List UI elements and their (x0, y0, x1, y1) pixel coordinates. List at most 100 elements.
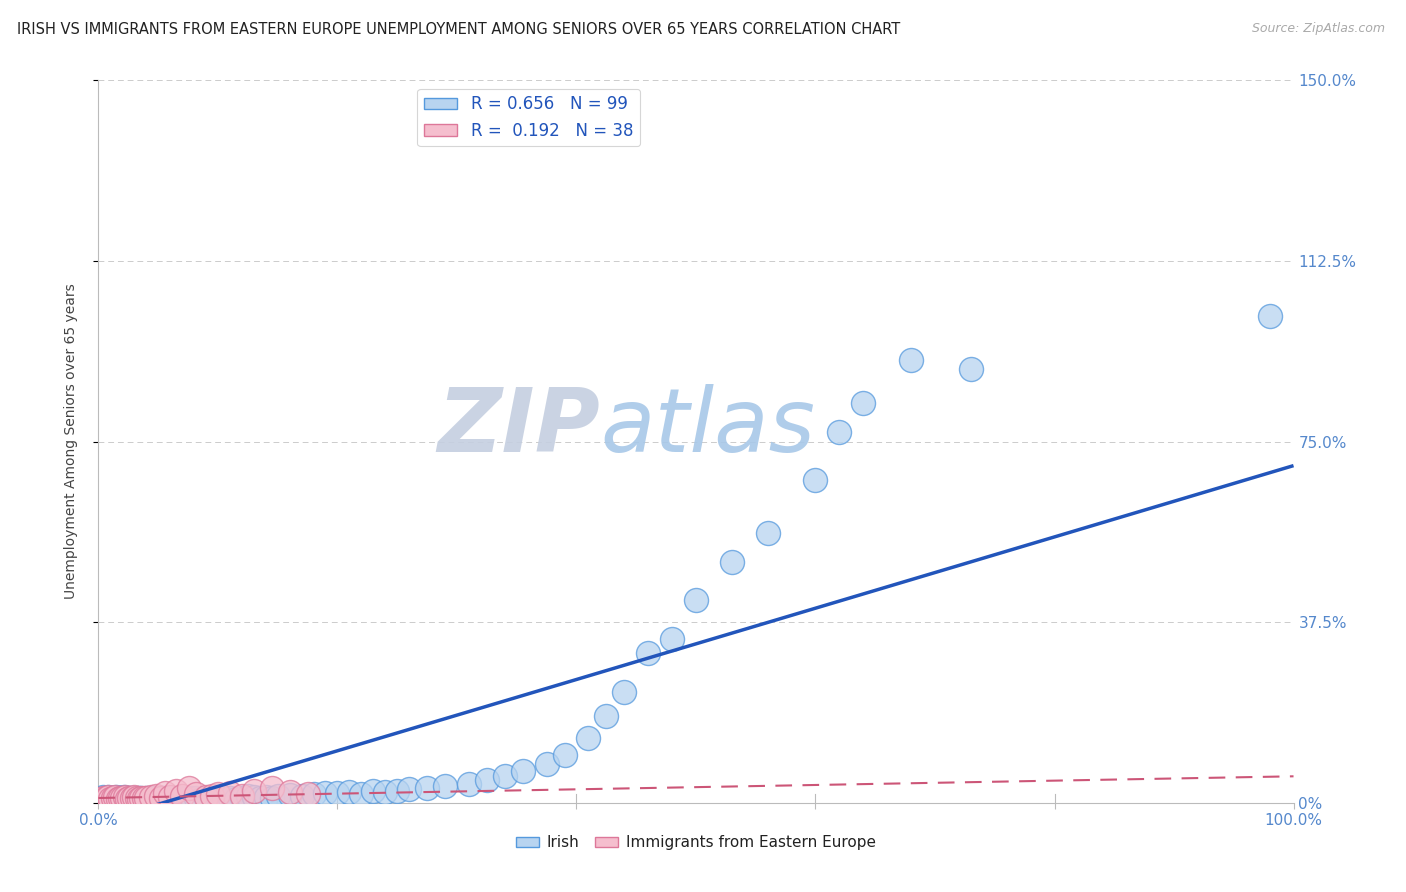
Point (142, 791, 165, 805)
Point (685, 593, 707, 607)
Point (254, 790, 277, 805)
Point (219, 791, 242, 805)
Point (176, 791, 198, 805)
Point (97, 790, 120, 805)
Point (135, 791, 157, 805)
Point (231, 791, 253, 805)
Point (326, 786, 349, 800)
Point (195, 790, 218, 805)
Point (149, 792, 172, 806)
Point (103, 792, 125, 806)
Point (162, 791, 184, 805)
Point (458, 776, 481, 790)
Point (138, 791, 160, 805)
Point (804, 473, 827, 487)
Point (131, 791, 153, 805)
Point (124, 791, 146, 805)
Point (243, 784, 266, 798)
Point (291, 789, 314, 803)
Point (186, 787, 208, 801)
Point (120, 791, 142, 805)
Point (122, 791, 145, 805)
Point (828, 425, 851, 439)
Point (114, 790, 136, 805)
Point (190, 792, 212, 806)
Point (125, 791, 148, 805)
Text: ZIP: ZIP (437, 384, 600, 471)
Point (149, 791, 172, 805)
Point (128, 791, 150, 805)
Point (374, 785, 396, 799)
Point (111, 791, 134, 805)
Point (231, 789, 253, 803)
Point (115, 792, 138, 806)
Point (156, 792, 179, 806)
Point (201, 791, 224, 805)
Point (98, 792, 122, 806)
Point (107, 791, 129, 805)
Point (260, 781, 283, 796)
Point (595, 709, 617, 723)
Point (125, 791, 148, 805)
Point (152, 791, 174, 805)
Point (166, 791, 188, 805)
Point (267, 789, 290, 803)
Point (512, 764, 534, 779)
Point (201, 789, 224, 803)
Point (101, 791, 124, 805)
Point (132, 791, 155, 805)
Point (578, 731, 600, 745)
Point (139, 792, 162, 806)
Point (243, 790, 266, 805)
Point (1258, 310, 1281, 324)
Point (172, 789, 194, 803)
Point (121, 792, 143, 806)
Point (900, 352, 922, 367)
Point (554, 747, 576, 762)
Point (115, 791, 138, 805)
Point (180, 791, 202, 805)
Point (278, 788, 301, 802)
Point (475, 772, 498, 787)
Point (117, 792, 139, 806)
Point (637, 647, 659, 661)
Point (145, 791, 167, 805)
Point (91, 791, 114, 805)
Point (721, 555, 744, 569)
Point (165, 784, 187, 798)
Point (91, 791, 114, 805)
Point (132, 792, 155, 806)
Point (278, 785, 301, 799)
Point (302, 787, 325, 801)
Point (172, 792, 194, 806)
Point (94, 791, 117, 805)
Point (155, 791, 177, 805)
Point (169, 791, 191, 805)
Point (101, 791, 124, 805)
Legend: Irish, Immigrants from Eastern Europe: Irish, Immigrants from Eastern Europe (510, 830, 882, 856)
Text: atlas: atlas (600, 384, 815, 470)
Point (339, 785, 361, 799)
Point (155, 786, 177, 800)
Point (139, 790, 162, 805)
Point (249, 791, 271, 805)
Point (163, 792, 186, 806)
Point (350, 787, 373, 801)
Y-axis label: Unemployment Among Seniors over 65 years: Unemployment Among Seniors over 65 years (63, 284, 77, 599)
Point (94, 791, 117, 805)
Point (212, 791, 235, 805)
Point (236, 789, 259, 803)
Point (96, 792, 118, 806)
Point (118, 791, 141, 805)
Point (159, 791, 181, 805)
Point (536, 757, 558, 772)
Point (93, 792, 115, 806)
Point (960, 362, 983, 376)
Point (108, 791, 131, 805)
Point (225, 792, 247, 806)
Point (363, 784, 385, 798)
Point (90, 792, 112, 806)
Point (114, 791, 136, 805)
Point (112, 790, 135, 805)
Point (613, 685, 636, 699)
